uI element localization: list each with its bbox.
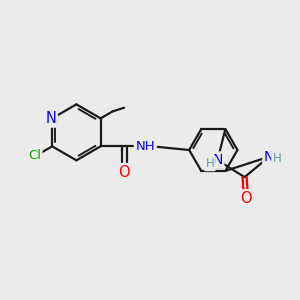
Text: N: N xyxy=(45,111,56,126)
Text: O: O xyxy=(118,165,130,180)
Text: O: O xyxy=(240,191,252,206)
Text: N: N xyxy=(264,150,274,164)
Text: N: N xyxy=(212,153,223,167)
Text: Cl: Cl xyxy=(28,149,41,162)
Text: H: H xyxy=(206,157,214,170)
Text: NH: NH xyxy=(136,140,155,153)
Text: H: H xyxy=(273,152,282,165)
